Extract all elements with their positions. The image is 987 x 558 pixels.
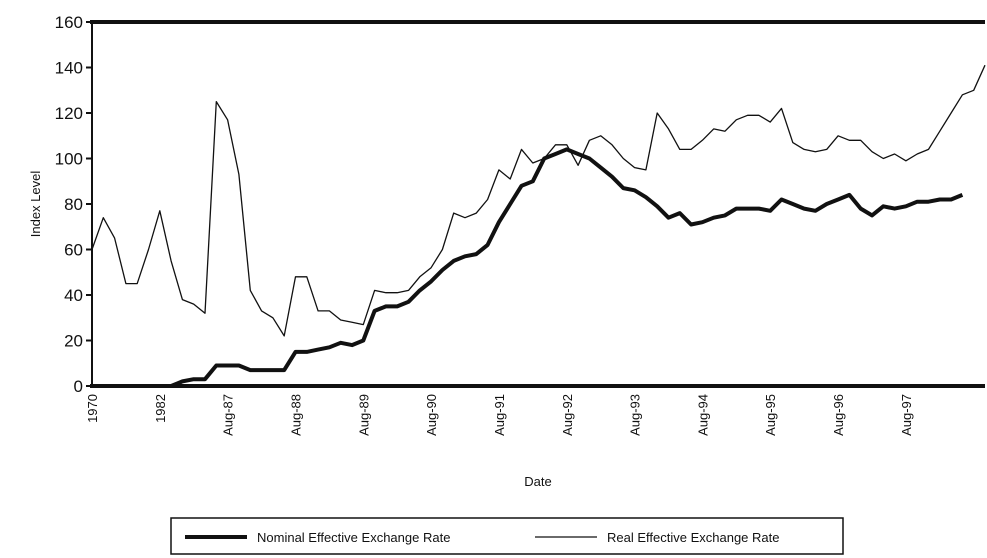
y-tick-label: 160: [55, 13, 83, 32]
y-tick-label: 0: [74, 377, 83, 396]
legend-label: Nominal Effective Exchange Rate: [257, 530, 450, 545]
x-tick-label: 1970: [85, 394, 100, 423]
x-tick-label: Aug-87: [221, 394, 236, 436]
legend-box: [170, 517, 844, 555]
x-tick-label: Aug-97: [899, 394, 914, 436]
x-axis-title: Date: [524, 474, 551, 489]
x-tick-label: Aug-90: [424, 394, 439, 436]
x-tick-label: Aug-94: [695, 394, 710, 436]
y-tick-label: 40: [64, 286, 83, 305]
x-tick-label: Aug-91: [492, 394, 507, 436]
x-tick-label: Aug-93: [628, 394, 643, 436]
y-axis-title: Index Level: [28, 171, 43, 238]
x-tick-label: Aug-95: [763, 394, 778, 436]
series-line: [92, 147, 964, 388]
y-tick-label: 80: [64, 195, 83, 214]
x-tick-label: Aug-96: [831, 394, 846, 436]
legend-label: Real Effective Exchange Rate: [607, 530, 779, 545]
y-tick-label: 20: [64, 332, 83, 351]
x-tick-label: Aug-92: [560, 394, 575, 436]
y-tick-label: 60: [64, 241, 83, 260]
x-tick-label: Aug-89: [356, 394, 371, 436]
y-tick-label: 100: [55, 150, 83, 169]
x-tick-label: Aug-88: [288, 394, 303, 436]
y-tick-label: 140: [55, 59, 83, 78]
series-line: [91, 64, 986, 337]
x-tick-label: 1982: [153, 394, 168, 423]
y-tick-label: 120: [55, 104, 83, 123]
